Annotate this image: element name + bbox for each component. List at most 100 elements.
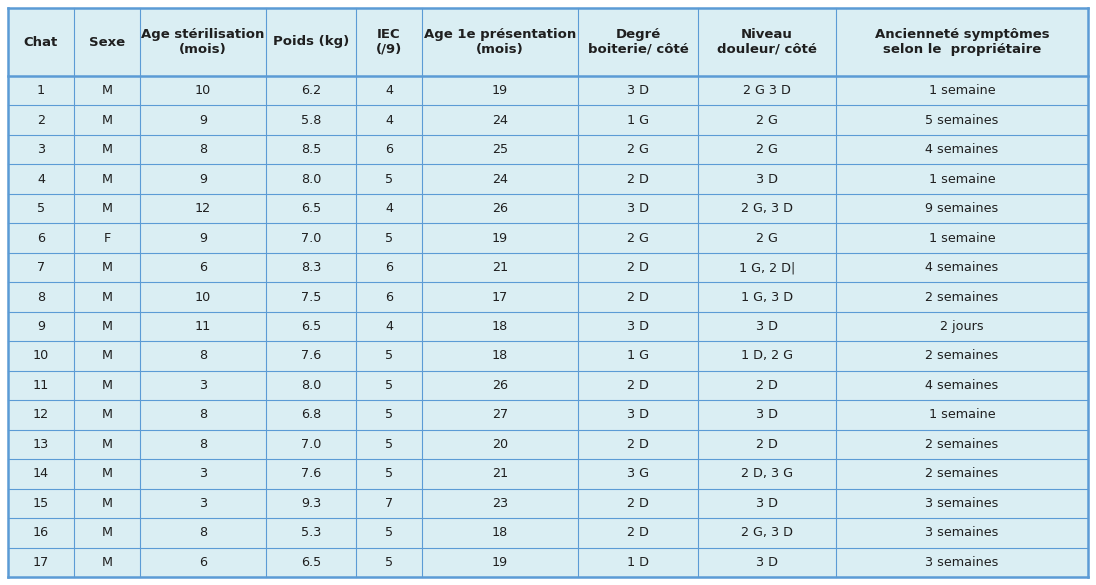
Text: M: M — [102, 467, 113, 480]
Text: 2 D: 2 D — [627, 291, 649, 304]
Text: 18: 18 — [492, 526, 509, 539]
Text: 3 G: 3 G — [627, 467, 649, 480]
Text: 2 D: 2 D — [756, 379, 778, 392]
Text: 9: 9 — [199, 113, 207, 127]
Text: 9: 9 — [199, 173, 207, 185]
Text: 2 D: 2 D — [756, 438, 778, 451]
Text: 7: 7 — [37, 261, 45, 274]
Text: 10: 10 — [33, 349, 49, 363]
Text: 5: 5 — [37, 202, 45, 215]
Text: 2 G 3 D: 2 G 3 D — [743, 84, 791, 97]
Text: 9.3: 9.3 — [301, 497, 321, 510]
Text: 17: 17 — [492, 291, 509, 304]
Text: 6.5: 6.5 — [301, 202, 321, 215]
Text: 6: 6 — [385, 291, 393, 304]
Text: Poids (kg): Poids (kg) — [273, 36, 350, 49]
Text: 24: 24 — [492, 113, 509, 127]
Text: 2 G: 2 G — [756, 113, 778, 127]
Text: 4 semaines: 4 semaines — [925, 379, 998, 392]
Text: F: F — [103, 232, 111, 245]
Text: 2 D: 2 D — [627, 497, 649, 510]
Text: 4 semaines: 4 semaines — [925, 261, 998, 274]
Text: 2 D: 2 D — [627, 261, 649, 274]
Text: 5: 5 — [385, 438, 393, 451]
Text: 2 D: 2 D — [627, 379, 649, 392]
Text: 2 semaines: 2 semaines — [925, 349, 998, 363]
Text: 11: 11 — [195, 320, 212, 333]
Text: Sexe: Sexe — [89, 36, 125, 49]
Text: 2 G: 2 G — [756, 232, 778, 245]
Text: Niveau
douleur/ côté: Niveau douleur/ côté — [717, 28, 817, 56]
Text: M: M — [102, 291, 113, 304]
Text: 7.6: 7.6 — [301, 467, 321, 480]
Text: 9: 9 — [199, 232, 207, 245]
Text: 4: 4 — [385, 202, 393, 215]
Text: 3 semaines: 3 semaines — [925, 556, 998, 569]
Text: 8: 8 — [37, 291, 45, 304]
Text: 6: 6 — [199, 261, 207, 274]
Text: 8: 8 — [199, 438, 207, 451]
Text: 2 D, 3 G: 2 D, 3 G — [741, 467, 794, 480]
Text: 6.5: 6.5 — [301, 320, 321, 333]
Text: 2: 2 — [37, 113, 45, 127]
Text: 3: 3 — [199, 467, 207, 480]
Text: 1: 1 — [37, 84, 45, 97]
Text: 19: 19 — [492, 232, 509, 245]
Text: M: M — [102, 526, 113, 539]
Text: M: M — [102, 497, 113, 510]
Text: M: M — [102, 202, 113, 215]
Text: 1 semaine: 1 semaine — [928, 84, 995, 97]
Text: 10: 10 — [195, 84, 212, 97]
Text: 4: 4 — [385, 320, 393, 333]
Text: M: M — [102, 556, 113, 569]
Text: 8: 8 — [199, 143, 207, 156]
Text: 9: 9 — [37, 320, 45, 333]
Text: 2 jours: 2 jours — [940, 320, 984, 333]
Text: 4: 4 — [385, 84, 393, 97]
Text: M: M — [102, 408, 113, 421]
Text: 12: 12 — [195, 202, 212, 215]
Text: 7.0: 7.0 — [300, 438, 321, 451]
Text: 3: 3 — [199, 379, 207, 392]
Text: 1 semaine: 1 semaine — [928, 408, 995, 421]
Text: 14: 14 — [33, 467, 49, 480]
Text: 18: 18 — [492, 320, 509, 333]
Text: 21: 21 — [492, 261, 509, 274]
Text: 2 semaines: 2 semaines — [925, 467, 998, 480]
Text: 12: 12 — [33, 408, 49, 421]
Text: M: M — [102, 113, 113, 127]
Text: 6: 6 — [385, 143, 393, 156]
Text: 2 G: 2 G — [627, 143, 649, 156]
Text: Degré
boiterie/ côté: Degré boiterie/ côté — [587, 28, 688, 56]
Text: 24: 24 — [492, 173, 509, 185]
Text: 5: 5 — [385, 379, 393, 392]
Text: 7.5: 7.5 — [300, 291, 321, 304]
Text: 3 semaines: 3 semaines — [925, 497, 998, 510]
Text: 6: 6 — [199, 556, 207, 569]
Text: 2 semaines: 2 semaines — [925, 438, 998, 451]
Text: 3 D: 3 D — [756, 408, 778, 421]
Text: 5: 5 — [385, 467, 393, 480]
Text: 1 semaine: 1 semaine — [928, 173, 995, 185]
Text: 4: 4 — [385, 113, 393, 127]
Text: 3: 3 — [199, 497, 207, 510]
Text: M: M — [102, 379, 113, 392]
Text: 10: 10 — [195, 291, 212, 304]
Text: 5.8: 5.8 — [300, 113, 321, 127]
Text: 5.3: 5.3 — [300, 526, 321, 539]
Text: 25: 25 — [492, 143, 509, 156]
Text: 8.0: 8.0 — [300, 379, 321, 392]
Text: 15: 15 — [33, 497, 49, 510]
Text: 2 G, 3 D: 2 G, 3 D — [741, 202, 794, 215]
Text: 5: 5 — [385, 526, 393, 539]
Text: 1 G: 1 G — [627, 349, 649, 363]
Text: 21: 21 — [492, 467, 509, 480]
Text: 6.5: 6.5 — [301, 556, 321, 569]
Text: 1 D, 2 G: 1 D, 2 G — [741, 349, 794, 363]
Text: Ancienneté symptômes
selon le  propriétaire: Ancienneté symptômes selon le propriétai… — [875, 28, 1049, 56]
Text: 6.8: 6.8 — [301, 408, 321, 421]
Text: 3: 3 — [37, 143, 45, 156]
Text: 17: 17 — [33, 556, 49, 569]
Text: M: M — [102, 143, 113, 156]
Text: 3 D: 3 D — [756, 497, 778, 510]
